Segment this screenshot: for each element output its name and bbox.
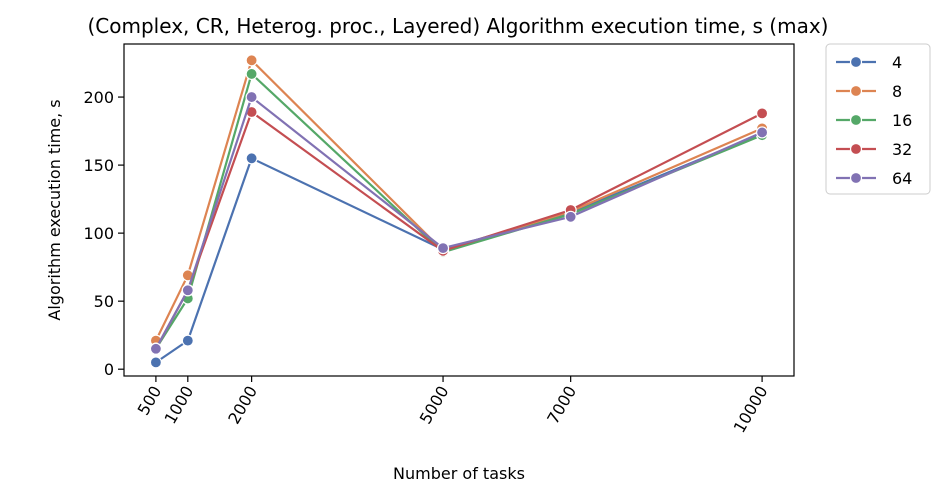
data-point	[755, 107, 769, 120]
data-point	[564, 210, 577, 223]
data-point	[245, 67, 258, 81]
legend-marker	[849, 84, 863, 98]
legend-label: 4	[892, 53, 902, 72]
x-tick-label: 7000	[543, 383, 580, 428]
series-16	[149, 67, 769, 355]
y-tick-label: 0	[104, 360, 114, 379]
x-tick-label: 10000	[730, 383, 772, 437]
plot-frame	[123, 43, 795, 377]
y-tick-label: 150	[83, 156, 114, 175]
data-point	[755, 126, 769, 139]
data-point	[181, 334, 194, 347]
legend-marker	[849, 55, 863, 69]
legend-marker	[849, 142, 863, 156]
data-point	[149, 342, 163, 355]
x-tick-label: 500	[134, 383, 166, 419]
legend: 4 8 16 32 64	[825, 43, 931, 195]
legend-frame	[825, 43, 931, 195]
y-tick-label: 200	[83, 88, 114, 107]
legend-label: 32	[892, 140, 912, 159]
legend-label: 16	[892, 111, 912, 130]
series-32	[149, 105, 769, 355]
data-point	[245, 90, 258, 104]
series-8	[149, 54, 769, 347]
y-axis-title: Algorithm execution time, s	[45, 99, 64, 320]
y-tick-label: 50	[94, 292, 114, 311]
data-point	[436, 241, 450, 255]
series-line	[154, 110, 763, 350]
legend-item-64: 64	[836, 169, 912, 188]
plot-area	[149, 54, 769, 369]
legend-item-16: 16	[836, 111, 912, 130]
legend-marker	[849, 113, 863, 127]
legend-marker	[849, 171, 863, 185]
x-tick-label: 5000	[416, 383, 453, 428]
series-line	[154, 72, 763, 350]
y-tick-label: 100	[83, 224, 114, 243]
legend-item-4: 4	[836, 53, 902, 72]
series-line	[155, 132, 763, 364]
series-64	[149, 90, 769, 355]
x-tick-label: 1000	[160, 383, 197, 428]
x-axis-title: Number of tasks	[393, 464, 525, 483]
x-tick-label: 2000	[224, 383, 261, 428]
data-point	[245, 152, 258, 165]
legend-label: 8	[892, 82, 902, 101]
legend-label: 64	[892, 169, 912, 188]
legend-item-8: 8	[836, 82, 902, 101]
data-point	[149, 356, 163, 369]
chart-title: (Complex, CR, Heterog. proc., Layered) A…	[88, 14, 829, 38]
data-point	[181, 284, 194, 297]
y-axis-ticks: 0 50 100 150 200	[83, 88, 124, 379]
legend-item-32: 32	[836, 140, 912, 159]
data-point	[245, 54, 258, 67]
series-line	[154, 95, 763, 350]
series-line	[154, 59, 763, 342]
